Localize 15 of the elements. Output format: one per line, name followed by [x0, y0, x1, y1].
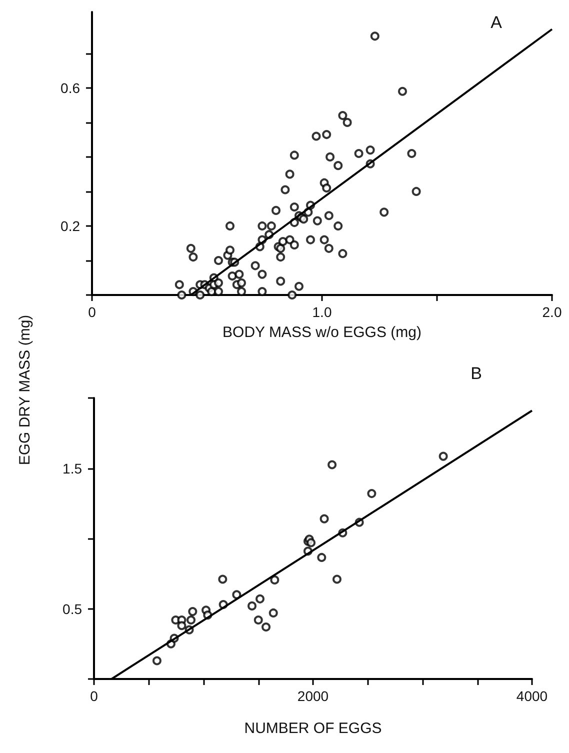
y-tick-label: 0.6: [60, 80, 80, 96]
x-tick-label: 1.0: [312, 304, 332, 320]
y-tick-label: 0.2: [60, 218, 80, 234]
text: B: [470, 364, 482, 383]
x-tick-label: 4000: [516, 688, 548, 704]
x-tick-label: 0: [88, 304, 96, 320]
x-tick-label: 2.0: [542, 304, 562, 320]
x-tick-label: 2000: [297, 688, 329, 704]
y-tick-label: 0.5: [62, 600, 82, 617]
y-tick-label: 1.5: [62, 460, 82, 476]
x-axis-title: BODY MASS w/o EGGS (mg): [222, 324, 422, 341]
y-axis-title: EGG DRY MASS (mg): [16, 314, 34, 466]
annotation: A: [490, 13, 503, 32]
x-axis-title: NUMBER OF EGGS: [244, 720, 382, 737]
x-tick-label: 0: [90, 688, 98, 704]
